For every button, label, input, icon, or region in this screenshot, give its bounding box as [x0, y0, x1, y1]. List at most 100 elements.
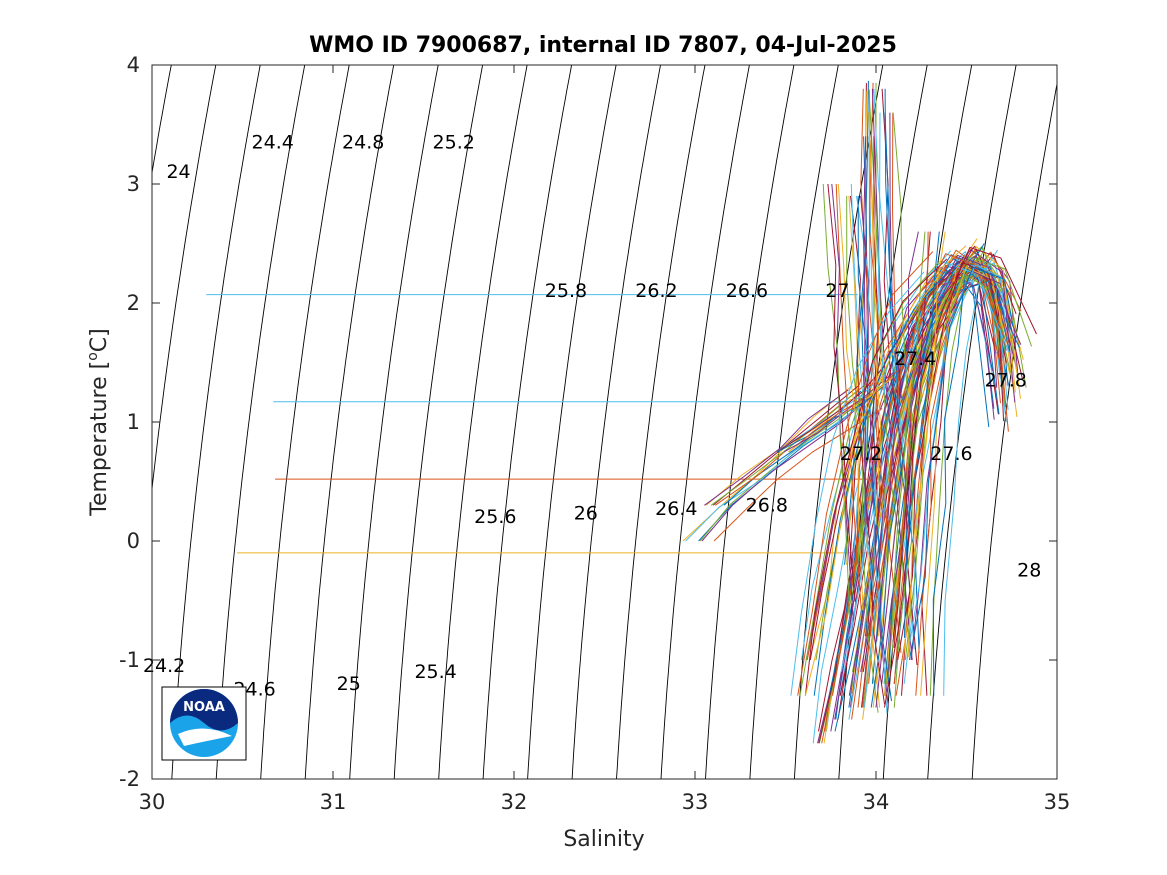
y-tick-label: -2: [119, 767, 140, 791]
x-tick-label: 34: [863, 790, 890, 814]
profile-line: [705, 385, 853, 506]
profile-line: [892, 112, 908, 396]
profile-line: [876, 231, 919, 642]
density-contour-26-2: [571, 65, 661, 779]
contour-label: 25.2: [433, 131, 475, 153]
y-axis-label: Temperature [oC]: [85, 328, 112, 516]
profile-line: [835, 183, 862, 613]
contour-label: 24: [166, 161, 190, 183]
contour-label: 27.8: [985, 369, 1027, 391]
density-contour-25: [304, 65, 395, 779]
density-contour-27: [749, 65, 839, 779]
contour-labels: 2424.224.424.624.82525.225.425.625.82626…: [143, 131, 1041, 700]
profile-line: [862, 136, 868, 525]
x-tick-label: 30: [139, 790, 166, 814]
profile-line: [804, 267, 945, 696]
contour-label: 25.4: [414, 661, 456, 683]
density-contour-25-4: [393, 65, 484, 779]
x-tick-label: 35: [1044, 790, 1071, 814]
x-tick-label: 31: [320, 790, 347, 814]
density-contour-25-2: [349, 65, 439, 779]
profile-line: [868, 136, 883, 510]
profile-line: [884, 246, 1037, 708]
y-axis-label-prefix: Temperature [: [87, 361, 112, 517]
profile-line: [723, 390, 862, 506]
y-axis-label-suffix: C]: [87, 328, 112, 352]
profile-line: [685, 408, 857, 542]
profile-line: [862, 253, 1007, 708]
density-contour-26-6: [660, 65, 750, 779]
profile-line: [908, 266, 1014, 661]
y-tick-label: 3: [127, 172, 140, 196]
profile-line: [902, 266, 1004, 661]
profile-line: [893, 256, 1032, 708]
contour-label: 27.6: [930, 443, 972, 465]
density-contour-24-2: [152, 65, 217, 493]
contour-label: 25.6: [474, 506, 516, 528]
density-contour-26: [527, 65, 617, 779]
profile-line: [907, 231, 946, 658]
y-tick-label: 2: [127, 291, 140, 315]
profile-line: [857, 195, 892, 702]
logo-gull: [178, 728, 232, 746]
x-tick-label: 33: [682, 790, 709, 814]
x-tick-label: 32: [501, 790, 528, 814]
profile-line: [890, 231, 926, 638]
x-axis-label: Salinity: [563, 827, 644, 852]
profile-line: [713, 407, 883, 542]
profile-line: [776, 364, 886, 453]
profile-line: [901, 253, 1017, 696]
logo-text: NOAA: [183, 700, 225, 715]
density-contour-24-6: [215, 65, 306, 779]
profile-line: [704, 389, 849, 506]
profile-line: [801, 250, 952, 661]
x-axis-ticks: 30 31 32 33 34 35: [139, 65, 1071, 814]
contour-label: 26.4: [655, 498, 697, 520]
y-tick-label: -1: [119, 648, 140, 672]
profile-line: [893, 264, 1010, 684]
profile-line: [804, 258, 948, 696]
contour-label: 27.4: [894, 348, 936, 370]
profile-line: [790, 271, 925, 696]
logo-top-half: [170, 689, 238, 731]
profile-line: [832, 249, 1001, 696]
profile-line: [868, 136, 882, 525]
horizontal-segments: [206, 294, 876, 554]
noaa-logo: NOAA: [161, 686, 247, 761]
profile-line: [698, 397, 868, 542]
contour-label: 26: [574, 503, 598, 525]
profile-line: [797, 251, 934, 696]
profile-line: [910, 270, 1013, 661]
profile-line: [860, 195, 889, 707]
contour-label: 25: [337, 673, 361, 695]
density-contour-24-4: [171, 65, 261, 779]
profile-line: [906, 264, 1007, 661]
profile-line: [877, 112, 886, 395]
contour-label: 28: [1017, 560, 1041, 582]
contour-label: 26.2: [635, 280, 677, 302]
contour-label: 27.2: [840, 443, 882, 465]
density-contour-28: [971, 81, 1057, 779]
profile-line: [893, 231, 929, 642]
y-tick-label: 4: [127, 53, 140, 77]
profile-line: [837, 183, 864, 611]
profile-line: [846, 195, 879, 713]
y-axis-label-sup: o: [85, 352, 101, 361]
profile-line: [915, 248, 977, 696]
contour-label: 24.8: [342, 131, 384, 153]
contour-label: 26.6: [726, 280, 768, 302]
profile-lines: [682, 80, 1037, 744]
density-contour-25-6: [438, 65, 528, 779]
profile-line: [889, 112, 902, 399]
profile-line: [932, 243, 985, 696]
profile-line: [839, 262, 1005, 696]
contour-label: 26.8: [746, 494, 788, 516]
density-contour-26-4: [616, 65, 706, 779]
chart-title: WMO ID 7900687, internal ID 7807, 04-Jul…: [309, 33, 897, 58]
density-contours: [152, 65, 1057, 779]
contour-label: 24.4: [252, 131, 294, 153]
profile-line: [710, 391, 857, 506]
density-contour-27-8: [927, 65, 1017, 779]
contour-label: 24.2: [143, 655, 185, 677]
